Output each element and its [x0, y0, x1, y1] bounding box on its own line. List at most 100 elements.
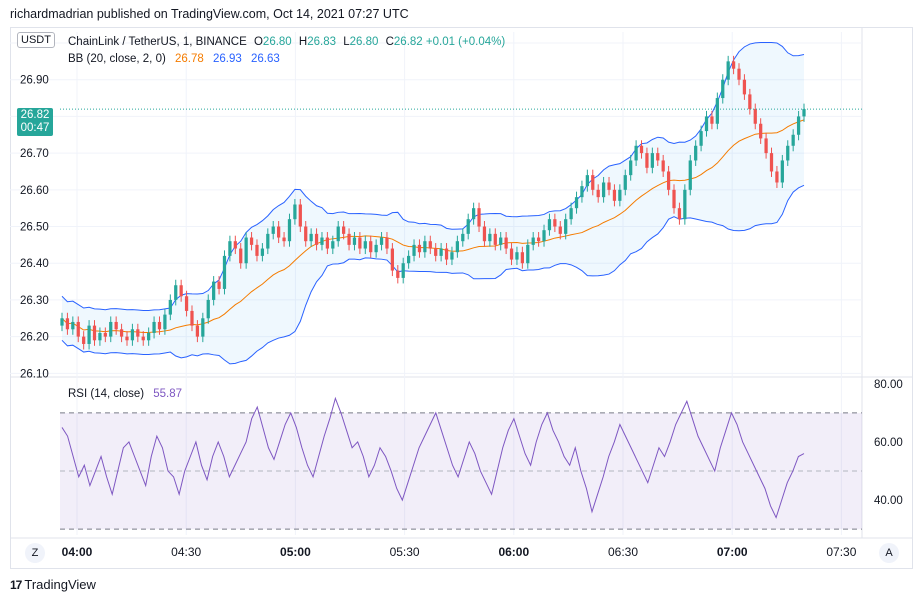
high-value: 26.83 — [307, 36, 336, 48]
candle-body — [769, 153, 774, 172]
bb-upper-line — [61, 41, 805, 312]
candle-body — [109, 321, 113, 337]
candle-body — [650, 153, 654, 168]
candle-body — [325, 237, 330, 249]
candle — [493, 228, 497, 251]
candle-body — [585, 175, 589, 187]
candle-body — [239, 248, 243, 264]
candle — [553, 213, 557, 233]
candle-body — [471, 208, 476, 220]
candle — [298, 198, 302, 233]
candle-body — [374, 244, 378, 253]
symbol-title: ChainLink / TetherUS, 1, BINANCE — [68, 36, 247, 48]
candle — [114, 316, 118, 335]
candle — [152, 316, 156, 339]
tradingview-logo[interactable]: 17 TradingView — [10, 577, 96, 592]
candle — [98, 327, 102, 346]
candle-body — [358, 237, 362, 249]
candle — [369, 235, 373, 258]
candle — [314, 228, 319, 251]
candle-body — [536, 237, 541, 242]
candle-body — [201, 318, 205, 337]
candle — [271, 221, 275, 240]
candle-body — [482, 226, 487, 242]
candle-body — [542, 230, 546, 242]
candle — [504, 232, 508, 255]
rsi-legend[interactable]: RSI (14, close) 55.87 — [68, 388, 182, 400]
candle — [130, 323, 135, 346]
bb-legend[interactable]: BB (20, close, 2, 0) 26.78 26.93 26.63 — [68, 53, 280, 65]
candle-body — [488, 233, 492, 242]
symbol-legend[interactable]: ChainLink / TetherUS, 1, BINANCE O26.80 … — [68, 36, 505, 48]
candle — [342, 221, 346, 240]
candle-body — [672, 189, 676, 209]
candle — [509, 243, 514, 266]
candle — [212, 276, 216, 306]
candle-body — [417, 244, 422, 253]
price-tick-label: 26.90 — [20, 75, 49, 87]
candle-body — [786, 145, 790, 161]
candle — [742, 74, 747, 100]
candle — [450, 246, 454, 266]
candle-body — [271, 226, 275, 234]
candle — [434, 243, 438, 262]
candle-body — [195, 325, 200, 337]
price-tick-label: 26.30 — [20, 295, 49, 307]
candle-body — [103, 332, 107, 337]
rsi-line — [61, 396, 805, 519]
candle-body — [401, 263, 405, 278]
candle-body — [596, 189, 600, 198]
candle-body — [255, 244, 259, 256]
candle — [255, 239, 259, 262]
price-tick-label: 26.40 — [20, 258, 49, 270]
candle-body — [293, 204, 297, 220]
candle-body — [168, 299, 172, 315]
candle — [661, 154, 665, 177]
open-value: 26.80 — [262, 36, 292, 48]
candle-body — [163, 314, 167, 330]
candle — [266, 228, 270, 255]
zoom-button[interactable]: Z — [25, 543, 45, 563]
candle — [407, 250, 411, 269]
candle-body — [98, 332, 102, 341]
candle-body — [737, 68, 741, 80]
candle — [423, 235, 427, 258]
candle — [163, 309, 167, 335]
candle — [65, 312, 70, 335]
candle — [558, 221, 562, 240]
candle — [564, 213, 568, 240]
bb-basis-value: 26.78 — [175, 53, 204, 65]
candle — [141, 331, 145, 346]
currency-badge[interactable]: USDT — [17, 32, 55, 48]
candle — [569, 202, 573, 225]
candle-body — [217, 281, 221, 289]
low-key: L — [343, 36, 350, 48]
candle — [444, 243, 449, 266]
candle-body — [212, 281, 216, 300]
bb-fill — [62, 42, 804, 364]
candle — [379, 232, 384, 251]
candle — [710, 110, 714, 130]
candle-body — [618, 189, 622, 201]
candle-body — [721, 79, 725, 99]
candle-body — [385, 237, 389, 249]
bb-label: BB (20, close, 2, 0) — [68, 53, 166, 65]
candle-body — [748, 94, 752, 110]
candle-body — [802, 109, 806, 117]
candle — [347, 228, 351, 251]
candle-body — [119, 329, 124, 337]
candle-body — [455, 241, 459, 253]
last-price-value: 26.82 — [20, 109, 50, 121]
candle-body — [601, 182, 606, 198]
auto-scale-button[interactable]: A — [879, 543, 899, 563]
candle — [666, 165, 671, 196]
candle — [677, 202, 682, 225]
high-key: H — [298, 36, 308, 48]
candle — [147, 327, 151, 346]
candle-body — [666, 171, 671, 190]
candle — [184, 290, 189, 317]
candle — [656, 147, 660, 166]
candle — [623, 169, 627, 196]
candle-body — [282, 237, 286, 242]
